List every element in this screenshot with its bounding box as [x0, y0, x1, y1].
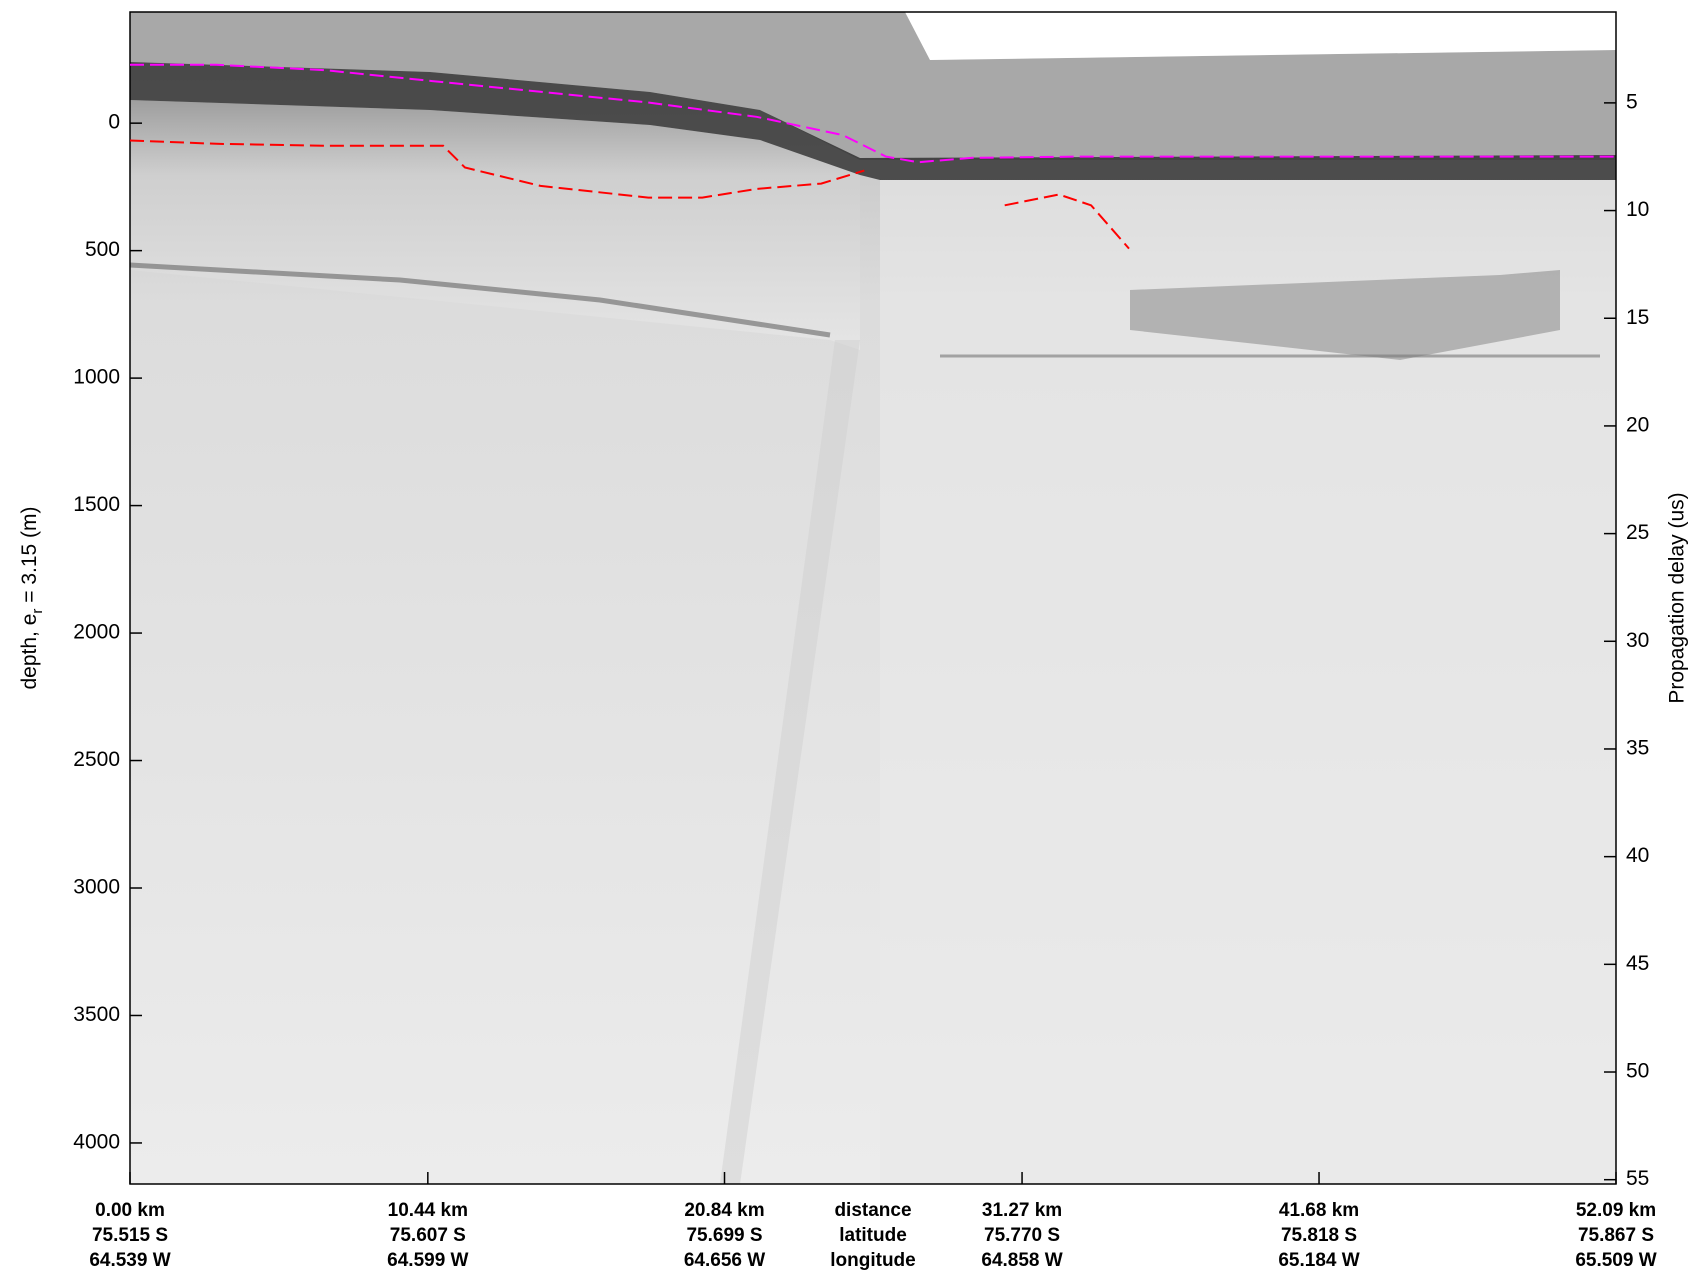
- echogram-layers: [130, 100, 860, 350]
- x-tick-label: 10.44 km: [388, 1200, 468, 1221]
- x-tick-label: 41.68 km: [1279, 1200, 1359, 1221]
- y-tick-label: 0: [108, 111, 120, 134]
- longitude-label: 64.599 W: [387, 1250, 468, 1271]
- latitude-label: 75.867 S: [1578, 1225, 1654, 1246]
- echogram-artifact: [720, 340, 860, 1184]
- x-axis-label: latitude: [839, 1225, 907, 1246]
- y-tick-label: 4000: [73, 1131, 120, 1154]
- echogram-reflector: [1130, 270, 1560, 360]
- longitude-label: 65.184 W: [1278, 1250, 1359, 1271]
- echogram-blank: [905, 12, 1616, 60]
- x-axis-label: longitude: [830, 1250, 915, 1271]
- x-tick-label: 52.09 km: [1576, 1200, 1656, 1221]
- echogram-air: [130, 12, 1616, 160]
- longitude-label: 65.509 W: [1575, 1250, 1656, 1271]
- x-tick-label: 20.84 km: [684, 1200, 764, 1221]
- y-tick-label: 1000: [73, 366, 120, 389]
- y-tick-label: 2500: [73, 748, 120, 771]
- longitude-label: 64.656 W: [684, 1250, 765, 1271]
- y2-tick-label: 5: [1626, 90, 1638, 113]
- latitude-label: 75.515 S: [92, 1225, 168, 1246]
- y-axis-label: depth, er = 3.15 (m): [18, 506, 47, 689]
- latitude-label: 75.770 S: [984, 1225, 1060, 1246]
- echogram: [129, 12, 1616, 1184]
- y-tick-label: 3000: [73, 876, 120, 899]
- latitude-label: 75.818 S: [1281, 1225, 1357, 1246]
- y2-tick-label: 30: [1626, 629, 1649, 652]
- y-tick-label: 3500: [73, 1003, 120, 1026]
- x-tick-label: 31.27 km: [982, 1200, 1062, 1221]
- y2-tick-label: 25: [1626, 521, 1649, 544]
- y2-tick-label: 55: [1626, 1167, 1649, 1190]
- y-tick-label: 1500: [73, 493, 120, 516]
- y-tick-label: 500: [85, 238, 120, 261]
- y2-tick-label: 15: [1626, 306, 1649, 329]
- echogram-surface: [130, 62, 1616, 180]
- y-tick-label: 2000: [73, 621, 120, 644]
- y2-tick-label: 20: [1626, 413, 1649, 436]
- y2-tick-label: 10: [1626, 198, 1649, 221]
- x-axis-label: distance: [834, 1200, 911, 1221]
- y2-tick-label: 35: [1626, 737, 1649, 760]
- x-tick-label: 0.00 km: [95, 1200, 165, 1221]
- y2-tick-label: 40: [1626, 844, 1649, 867]
- y2-tick-label: 45: [1626, 952, 1649, 975]
- y2-tick-label: 50: [1626, 1060, 1649, 1083]
- latitude-label: 75.607 S: [390, 1225, 466, 1246]
- y2-axis-label: Propagation delay (us): [1666, 492, 1689, 703]
- plot-frame: [129, 11, 1617, 1185]
- pick-line: [130, 63, 1616, 164]
- latitude-label: 75.699 S: [686, 1225, 762, 1246]
- longitude-label: 64.539 W: [89, 1250, 170, 1271]
- pick-line: [129, 139, 1130, 250]
- echogram-internal-layer: [129, 262, 831, 338]
- longitude-label: 64.858 W: [981, 1250, 1062, 1271]
- echogram-right: [880, 180, 1616, 1184]
